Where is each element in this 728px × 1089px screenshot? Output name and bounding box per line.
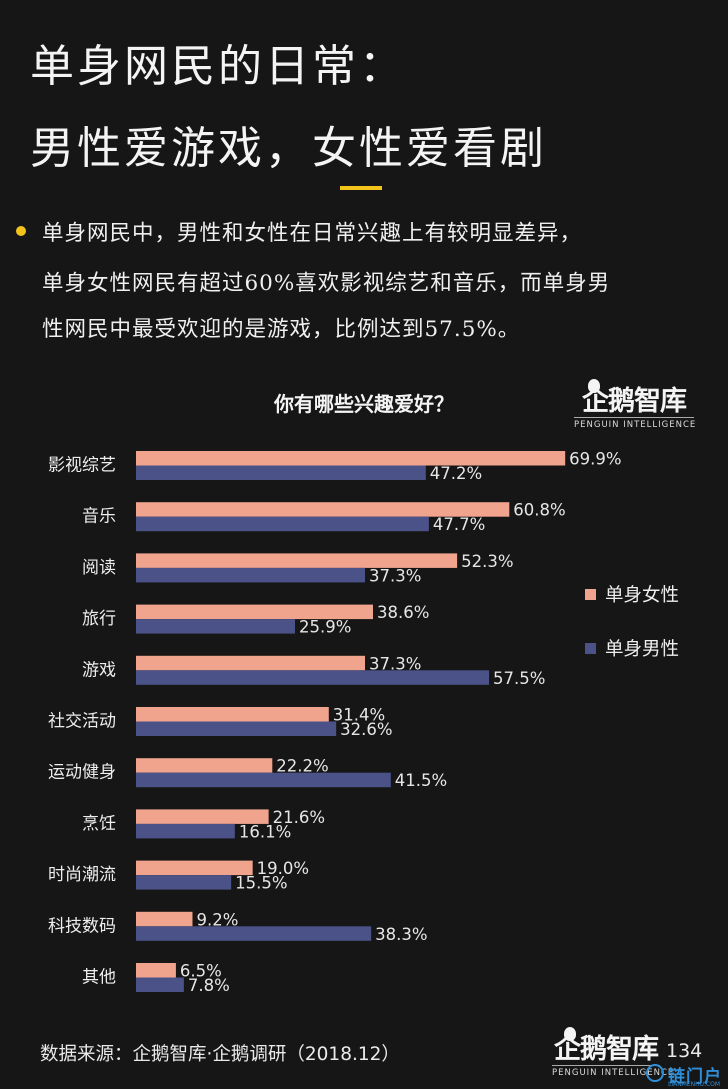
brand-logo: 企鹅智库 PENGUIN INTELLIGENCE <box>574 379 695 430</box>
category-label: 影视综艺 <box>48 456 116 476</box>
data-label: 22.2% <box>276 757 328 776</box>
brand-logo-footer: 企鹅智库 PENGUIN INTELLIGENCE <box>552 1027 673 1078</box>
bar-male <box>136 772 391 788</box>
bar-female <box>136 553 458 568</box>
category-label: 科技数码 <box>48 916 116 936</box>
legend-label-male: 单身男性 <box>605 639 680 660</box>
data-label: 69.9% <box>569 450 621 469</box>
data-label: 37.3% <box>369 654 421 673</box>
data-label: 6.5% <box>180 962 222 981</box>
bar-male <box>136 977 184 992</box>
data-label: 52.3% <box>461 552 513 571</box>
data-label: 9.2% <box>196 910 238 929</box>
legend-label-female: 单身女性 <box>605 585 680 606</box>
brand-subtitle-footer: PENGUIN INTELLIGENCE <box>552 1065 673 1078</box>
page-title: 单身网民的日常： <box>30 41 406 92</box>
description-line-3: 性网民中最受欢迎的是游戏，比例达到57.5%。 <box>42 317 521 342</box>
data-label: 19.0% <box>257 859 309 878</box>
data-label: 31.4% <box>333 706 385 725</box>
bar-male <box>136 516 429 532</box>
page-subtitle: 男性爱游戏，女性爱看剧 <box>30 123 547 174</box>
bar-female <box>136 502 510 517</box>
data-label: 38.3% <box>375 925 427 944</box>
bar-female <box>136 911 193 927</box>
penguin-logo-icon <box>564 1027 576 1041</box>
watermark-subtext: LIANMENHU.COM <box>668 1081 721 1088</box>
bar-female <box>136 963 176 978</box>
data-label: 57.5% <box>493 669 545 688</box>
category-label: 社交活动 <box>48 712 116 732</box>
data-label: 32.6% <box>340 720 392 739</box>
category-label: 其他 <box>82 968 116 988</box>
category-label: 运动健身 <box>48 763 116 783</box>
bar-female <box>136 604 374 620</box>
brand-subtitle: PENGUIN INTELLIGENCE <box>574 417 695 430</box>
data-source: 数据来源：企鹅智库·企鹅调研（2018.12） <box>40 1044 400 1065</box>
bar-male <box>136 721 337 736</box>
bar-male <box>136 926 372 941</box>
watermark-text: 链门户 <box>668 1067 722 1087</box>
bar-male <box>136 465 426 480</box>
description-line-1: 单身网民中，男性和女性在日常兴趣上有较明显差异， <box>42 221 583 246</box>
watermark: 链门户 LIANMENHU.COM <box>646 1062 728 1089</box>
legend-item-male: 单身男性 <box>585 635 679 661</box>
category-label: 烹饪 <box>82 813 116 834</box>
data-label: 16.1% <box>239 822 291 841</box>
data-label: 47.2% <box>430 464 482 483</box>
data-label: 21.6% <box>273 808 325 827</box>
bar-male <box>136 823 235 839</box>
page-number: 134 <box>666 1040 703 1062</box>
bar-female <box>136 758 273 773</box>
bar-female <box>136 451 566 466</box>
bar-female <box>136 707 329 722</box>
globe-icon <box>646 1064 664 1082</box>
data-label: 15.5% <box>235 874 287 893</box>
data-label: 37.3% <box>369 566 421 585</box>
brand-name: 企鹅智库 <box>582 386 687 417</box>
penguin-logo-icon <box>588 379 600 393</box>
data-label: 41.5% <box>395 771 447 790</box>
data-label: 7.8% <box>188 976 230 995</box>
bullet-dot-icon <box>16 226 26 236</box>
legend-swatch-female <box>585 588 596 600</box>
chart-title: 你有哪些兴趣爱好？ <box>274 392 454 416</box>
bar-male <box>136 619 296 634</box>
bar-female <box>136 860 253 876</box>
category-label: 游戏 <box>82 660 116 680</box>
legend-item-female: 单身女性 <box>585 581 679 607</box>
category-label: 音乐 <box>82 507 116 527</box>
bar-female <box>136 655 366 671</box>
title-divider <box>340 186 382 190</box>
category-label: 时尚潮流 <box>48 865 116 885</box>
data-label: 47.7% <box>433 515 485 534</box>
category-label: 旅行 <box>82 609 116 629</box>
category-label: 阅读 <box>82 558 116 578</box>
data-label: 60.8% <box>513 501 565 520</box>
description-line-2: 单身女性网民有超过60%喜欢影视综艺和音乐，而单身男 <box>42 271 611 296</box>
bar-female <box>136 809 269 824</box>
data-label: 38.6% <box>377 603 429 622</box>
data-label: 25.9% <box>299 618 351 637</box>
bar-male <box>136 875 232 890</box>
bar-male <box>136 670 490 685</box>
bar-male <box>136 567 366 583</box>
legend-swatch-male <box>585 642 596 654</box>
